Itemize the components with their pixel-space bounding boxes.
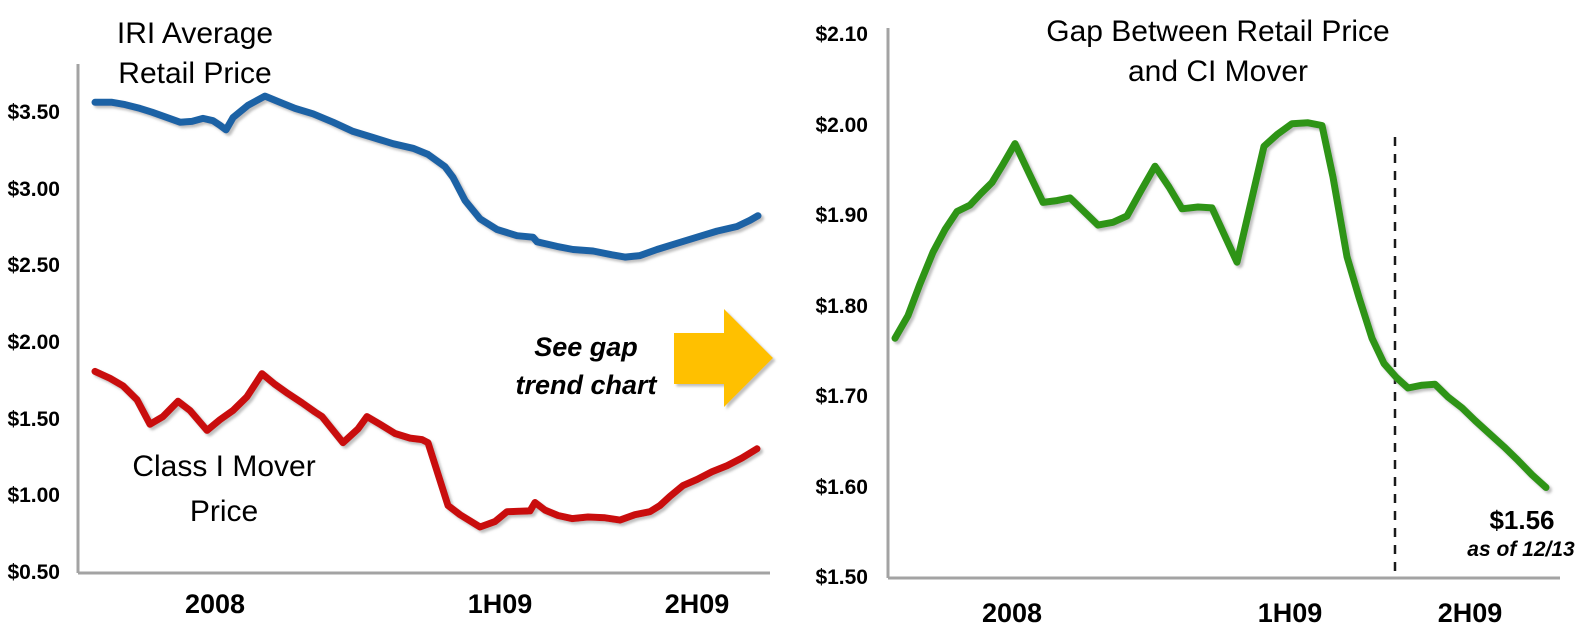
y-tick-label: $1.70 xyxy=(815,385,868,408)
see-gap-annotation: See gap trend chart xyxy=(515,332,657,400)
series-line-green xyxy=(891,119,1550,491)
y-tick-label: $2.50 xyxy=(7,254,60,278)
gap-value-annotation: $1.56 xyxy=(1489,505,1555,535)
x-axis-label: 2H09 xyxy=(664,589,730,619)
y-tick-label: $2.00 xyxy=(815,113,868,137)
left-series-label-retail: IRI Average Retail Price xyxy=(116,17,274,90)
x-axis-label: 2008 xyxy=(981,598,1043,628)
y-tick-label: $3.50 xyxy=(7,101,60,124)
y-tick-label: $1.60 xyxy=(815,475,868,499)
y-tick-label: $1.50 xyxy=(7,407,60,431)
y-tick-label: $1.00 xyxy=(7,484,60,508)
series-line-red xyxy=(91,367,761,531)
y-tick-label: $3.00 xyxy=(7,177,60,201)
series-line-blue xyxy=(91,92,762,261)
y-tick-label: $1.90 xyxy=(815,204,868,227)
x-axis-label: 1H09 xyxy=(467,589,533,619)
y-tick-label: $0.50 xyxy=(7,561,60,584)
y-tick-label: $1.80 xyxy=(815,294,868,318)
right-chart-title: Gap Between Retail Price and CI Mover xyxy=(1046,15,1390,88)
gap-arrow-icon xyxy=(674,309,773,407)
left-series-label-mover: Class I Mover Price xyxy=(132,450,316,528)
x-axis-label: 1H09 xyxy=(1257,598,1323,628)
y-tick-label: $2.10 xyxy=(815,23,868,46)
y-tick-label: $2.00 xyxy=(7,331,60,354)
y-tick-label: $1.50 xyxy=(815,566,868,589)
x-axis-label: 2008 xyxy=(184,589,246,619)
gap-date-annotation: as of 12/13 xyxy=(1467,538,1575,561)
x-axis-label: 2H09 xyxy=(1437,598,1503,628)
